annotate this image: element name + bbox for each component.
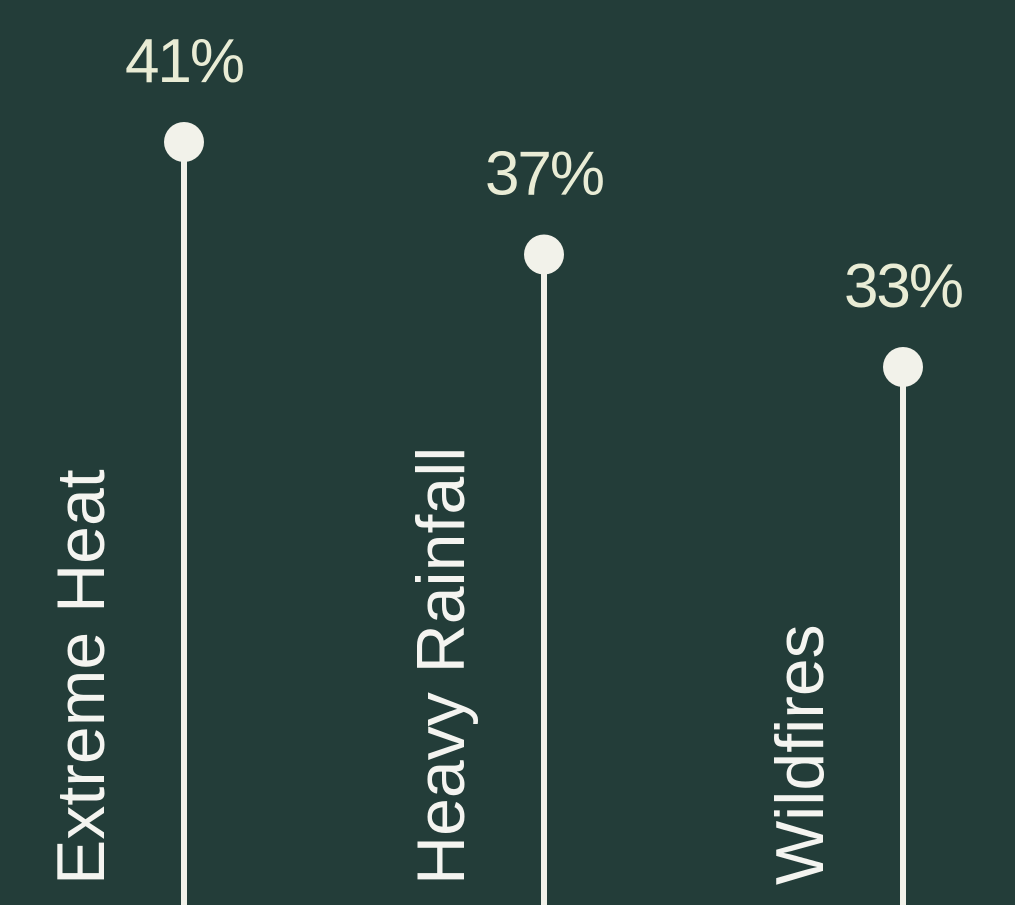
dot-wildfires xyxy=(883,347,923,387)
value-label-extreme-heat: 41% xyxy=(125,27,243,96)
category-label-wildfires: Wildfires xyxy=(762,624,838,885)
chart-marks: 41% Extreme Heat 37% Heavy Rainfall 33% Wildf… xyxy=(43,27,964,905)
value-label-heavy-rainfall: 37% xyxy=(485,140,603,209)
category-label-extreme-heat: Extreme Heat xyxy=(43,469,119,885)
category-label-heavy-rainfall: Heavy Rainfall xyxy=(403,447,479,885)
value-label-wildfires: 33% xyxy=(844,252,962,321)
dot-extreme-heat xyxy=(164,122,204,162)
dot-heavy-rainfall xyxy=(524,234,564,275)
